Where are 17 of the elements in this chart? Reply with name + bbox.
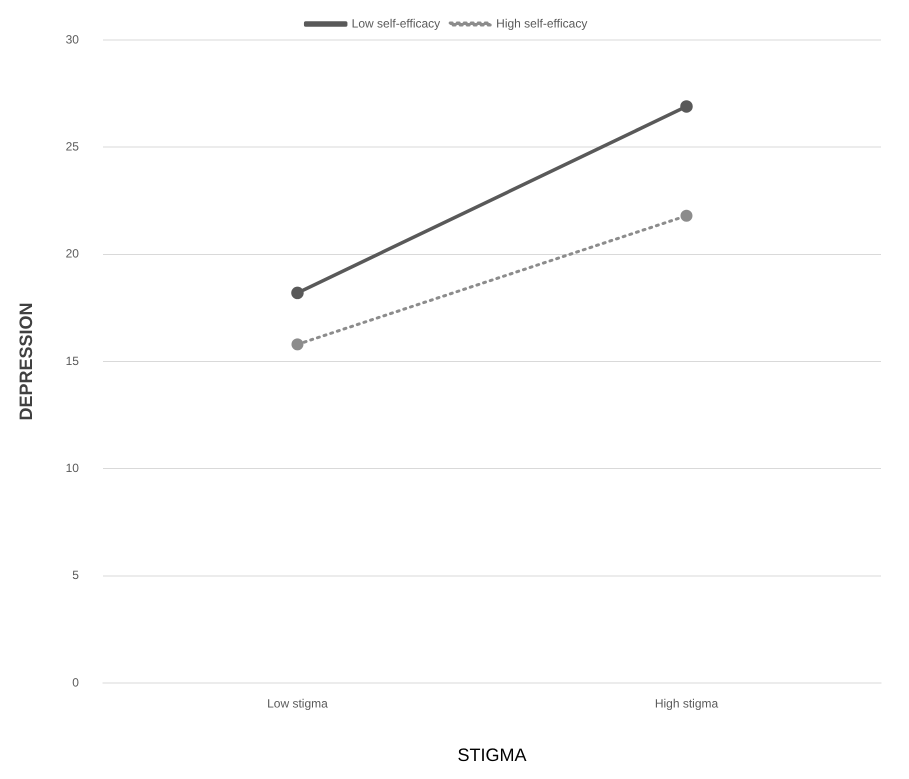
y-tick-label: 10 — [66, 460, 80, 475]
legend-label: High self-efficacy — [496, 16, 588, 30]
y-tick-label: 0 — [72, 675, 80, 690]
x-axis-title: STIGMA — [457, 745, 526, 766]
y-tick-label: 25 — [66, 139, 80, 154]
point — [680, 210, 692, 222]
x-tick-label: High stigma — [654, 696, 718, 711]
y-tick-label: 20 — [66, 246, 80, 261]
y-tick-label: 15 — [66, 354, 80, 368]
x-tick-label: Low stigma — [267, 696, 328, 711]
y-axis-title: DEPRESSION — [16, 302, 36, 421]
point — [291, 286, 304, 300]
y-tick-label: 30 — [66, 32, 80, 46]
y-tick-label: 5 — [72, 568, 80, 582]
legend-label: Low self-efficacy — [352, 16, 440, 30]
point — [291, 338, 304, 350]
point — [680, 100, 693, 113]
